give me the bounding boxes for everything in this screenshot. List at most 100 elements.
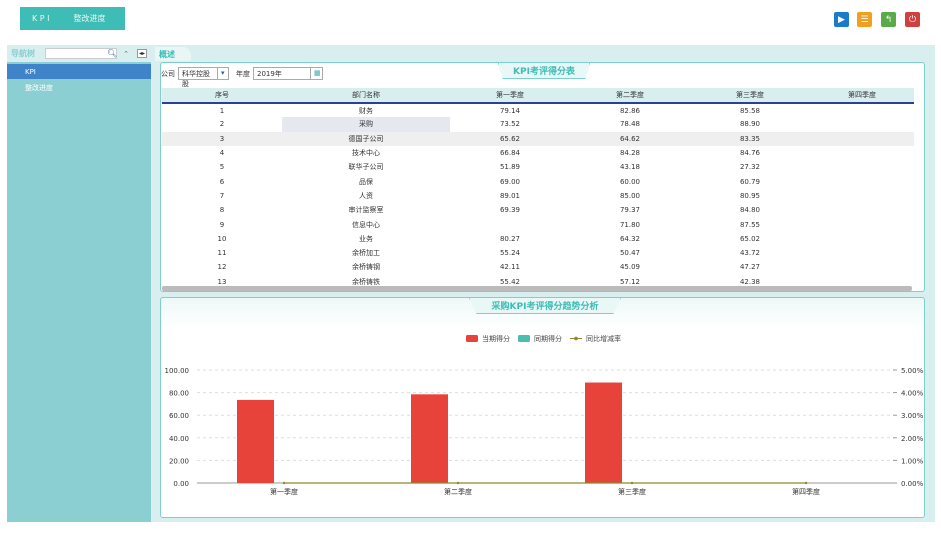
collapse-icon[interactable]: ⌃ xyxy=(123,49,130,58)
table-cell xyxy=(810,189,914,203)
table-cell xyxy=(810,160,914,174)
column-header[interactable]: 序号 xyxy=(162,88,282,104)
horizontal-scrollbar[interactable] xyxy=(162,286,912,291)
sidebar-item-kpi[interactable]: KPI xyxy=(7,64,151,79)
table-cell: 11 xyxy=(217,249,227,258)
table-cell: 69.00 xyxy=(499,177,521,186)
table-cell: 88.90 xyxy=(739,120,761,129)
table-row[interactable]: 9 信息中心 71.80 87.55 xyxy=(162,217,914,231)
table-row[interactable]: 2 采购 73.52 78.48 88.90 xyxy=(162,117,914,132)
table-cell: 64.32 xyxy=(619,234,641,243)
table-row[interactable]: 1 财务 79.14 82.86 85.58 xyxy=(162,103,914,117)
column-header[interactable]: 部门名称 xyxy=(282,88,450,104)
column-header[interactable]: 第四季度 xyxy=(810,88,914,104)
y2-tick-label: 0.00% xyxy=(901,480,924,488)
table-cell xyxy=(810,217,914,231)
chevron-down-icon[interactable]: ▾ xyxy=(217,67,229,80)
filter-bar: 公司 科华控股股 ▾ 年度 2019年 ▦ xyxy=(161,67,323,88)
table-cell: 51.89 xyxy=(499,163,521,172)
table-cell: 85.00 xyxy=(619,191,641,200)
table-cell: 84.80 xyxy=(739,206,761,215)
table-cell: 余桥加工 xyxy=(352,249,380,258)
toggle-sidebar-icon[interactable]: ◂▸ xyxy=(137,49,148,58)
table-row[interactable]: 10 业务 80.27 64.32 65.02 xyxy=(162,232,914,246)
table-cell xyxy=(810,117,914,131)
table-cell: 80.27 xyxy=(499,234,521,243)
sidebar-search-input[interactable] xyxy=(45,48,117,59)
bar-current-score xyxy=(411,394,448,483)
main: 概述 KPI考评得分表 公司 科华控股股 ▾ 年度 2019年 ▦ 序号 部门名称… xyxy=(151,45,935,522)
table-row[interactable]: 6 品保 69.00 60.00 60.79 xyxy=(162,174,914,188)
table-row[interactable]: 8 审计监察室 69.39 79.37 84.80 xyxy=(162,203,914,217)
sidebar-header: 导航树 🔍︎ ⌃ ◂▸ xyxy=(7,45,151,62)
column-header[interactable]: 第一季度 xyxy=(450,88,570,104)
table-cell: 82.86 xyxy=(619,106,641,115)
table-cell: 43.18 xyxy=(619,163,641,172)
x-tick-label: 第三季度 xyxy=(618,487,646,496)
table-cell: 47.27 xyxy=(739,263,761,272)
table-cell: 27.32 xyxy=(739,163,761,172)
trend-chart: 0.00 0.00% 20.00 1.00% 40.00 2.00% 60.00 3.00% 8… xyxy=(165,334,924,496)
table-row[interactable]: 4 技术中心 66.84 84.28 84.76 xyxy=(162,146,914,160)
table-cell: 42.11 xyxy=(499,263,521,272)
nav-rectification[interactable]: 整改进度 xyxy=(73,14,106,23)
table-cell: 45.09 xyxy=(619,263,641,272)
power-icon[interactable]: ⏻ xyxy=(905,12,920,27)
table-cell: 联华子公司 xyxy=(348,163,384,172)
table-cell: 8 xyxy=(219,206,225,215)
table-cell: 57.12 xyxy=(619,277,641,286)
table-row[interactable]: 5 联华子公司 51.89 43.18 27.32 xyxy=(162,160,914,174)
table-cell: 德国子公司 xyxy=(282,131,450,146)
legend-swatch xyxy=(518,335,530,342)
table-cell: 85.58 xyxy=(739,106,761,115)
sidebar-item-rectification[interactable]: 整改进度 xyxy=(25,83,53,92)
sidebar: 导航树 🔍︎ ⌃ ◂▸ KPI 整改进度 xyxy=(7,45,151,522)
y2-tick-label: 4.00% xyxy=(901,390,924,398)
play-icon[interactable]: ▶ xyxy=(834,12,849,27)
table-cell: 89.01 xyxy=(499,191,521,200)
legend-label: 同比增减率 xyxy=(586,334,621,343)
legend-label: 当期得分 xyxy=(482,334,510,343)
table-cell: 2 xyxy=(219,120,225,129)
y2-tick-label: 3.00% xyxy=(901,412,924,420)
back-icon[interactable]: ↰ xyxy=(881,12,896,27)
table-cell: 84.76 xyxy=(739,149,761,158)
legend-swatch xyxy=(466,335,478,342)
bar-current-score xyxy=(237,399,274,483)
bar-current-score xyxy=(585,382,622,483)
table-row[interactable]: 11 余桥加工 55.24 50.47 43.72 xyxy=(162,246,914,260)
y2-tick-label: 2.00% xyxy=(901,435,924,443)
y2-tick-label: 5.00% xyxy=(901,367,924,375)
y-tick-label: 80.00 xyxy=(169,390,189,398)
table-row[interactable]: 7 人资 89.01 85.00 80.95 xyxy=(162,189,914,203)
table-cell: 6 xyxy=(219,177,225,186)
table-cell: 71.80 xyxy=(619,220,641,229)
table-cell: 5 xyxy=(219,163,225,172)
y-tick-label: 60.00 xyxy=(169,412,189,420)
table-cell: 60.79 xyxy=(739,177,761,186)
x-tick-label: 第四季度 xyxy=(792,487,820,496)
table-cell: 79.37 xyxy=(619,206,641,215)
column-header[interactable]: 第二季度 xyxy=(570,88,690,104)
table-row[interactable]: 12 余桥铸钢 42.11 45.09 47.27 xyxy=(162,260,914,274)
search-icon[interactable]: 🔍︎ xyxy=(107,49,118,58)
sidebar-title: 导航树 xyxy=(11,49,35,58)
company-select[interactable]: 科华控股股 xyxy=(178,67,218,88)
column-header[interactable]: 第三季度 xyxy=(690,88,810,104)
table-cell: 采购 xyxy=(282,117,450,132)
trend-chart-panel: 采购KPI考评得分趋势分析 0.00 0.00% 20.00 1.00% 40.00 2.… xyxy=(160,297,925,518)
table-cell: 余桥铸钢 xyxy=(352,263,380,272)
x-tick-label: 第一季度 xyxy=(270,487,298,496)
table-cell: 余桥铸铁 xyxy=(352,277,380,286)
year-input[interactable]: 2019年 xyxy=(253,67,311,80)
kpi-table-panel: KPI考评得分表 公司 科华控股股 ▾ 年度 2019年 ▦ 序号 部门名称 第一季… xyxy=(160,62,925,292)
table-row[interactable]: 13 余桥铸铁 55.42 57.12 42.38 xyxy=(162,275,914,289)
table-cell xyxy=(810,203,914,217)
table-row[interactable]: 3 德国子公司 65.62 64.62 83.35 xyxy=(162,131,914,146)
calendar-icon[interactable]: ▦ xyxy=(310,67,323,80)
table-cell: 55.24 xyxy=(499,249,521,258)
tab-overview[interactable]: 概述 xyxy=(155,47,191,61)
nav-kpi[interactable]: K P I xyxy=(32,14,50,23)
menu-icon[interactable]: ☰ xyxy=(857,12,872,27)
table-cell: 1 xyxy=(219,106,225,115)
